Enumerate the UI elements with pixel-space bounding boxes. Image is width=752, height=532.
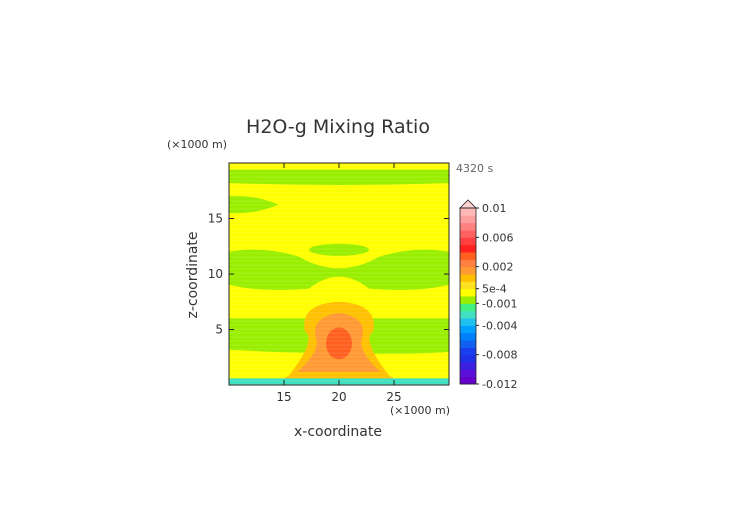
colorbar-segment [460,274,476,282]
x-units-label: (×1000 m) [390,404,450,417]
colorbar-segment [460,266,476,275]
y-tick-label: 5 [215,323,223,337]
colorbar-segment [460,237,476,246]
colorbar-segment [460,310,476,319]
colorbar-tick-label: 5e-4 [482,283,507,296]
colorbar-tick-label: 0.002 [482,261,514,274]
colorbar-tick-label: 0.01 [482,202,507,215]
colorbar-tick-label: -0.012 [482,378,517,391]
colorbar-segment [460,288,476,297]
colorbar-segment [460,354,476,363]
colorbar-segment [460,252,476,260]
colorbar-segment [460,296,476,304]
colorbar-segment [460,259,476,268]
plot-texture [229,163,449,385]
colorbar-segment [460,340,476,348]
y-axis-ticks: 5 10 15 [208,212,449,337]
y-tick-label: 10 [208,267,223,281]
y-tick-label: 15 [208,212,223,226]
colorbar-tick-label: -0.001 [482,297,517,310]
colorbar-segment [460,347,476,356]
x-tick-label: 20 [331,390,346,404]
colorbar-tick-label: -0.004 [482,319,517,332]
y-units-label: (×1000 m) [167,138,227,151]
x-tick-label: 15 [276,390,291,404]
colorbar-segment [460,325,476,334]
colorbar-segment [460,318,476,326]
colorbar-tick-label: 0.006 [482,231,514,244]
colorbar-tick-labels: 0.01 0.006 0.002 5e-4-0.001 -0.004 -0.008 -0.0… [476,202,517,391]
x-axis-ticks: 15 20 25 [276,163,402,404]
colorbar-extend-arrow [459,199,477,209]
time-label: 4320 s [456,162,493,175]
colorbar-segment [460,332,476,341]
colorbar [459,199,477,385]
chart-title: H2O-g Mixing Ratio [246,116,430,138]
x-axis-label: x-coordinate [294,424,382,440]
colorbar-segment [460,281,476,290]
colorbar-segment [460,230,476,238]
x-tick-label: 25 [386,390,401,404]
colorbar-segment [460,222,476,231]
colorbar-segment [460,244,476,253]
colorbar-segment [460,303,476,312]
colorbar-tick-label: -0.008 [482,349,517,362]
colorbar-segment [460,362,476,370]
colorbar-segment [460,215,476,224]
colorbar-segment [460,376,476,385]
colorbar-frame [459,207,477,385]
y-axis-label: z-coordinate [185,231,201,318]
colorbar-segment [460,369,476,378]
colorbar-segment [460,208,476,216]
